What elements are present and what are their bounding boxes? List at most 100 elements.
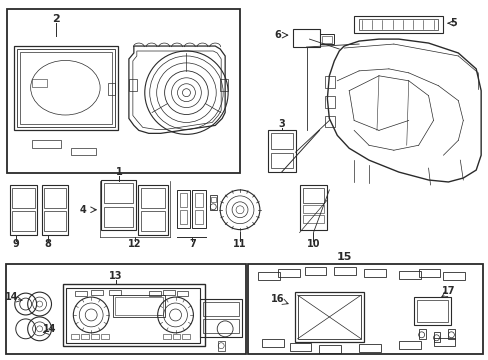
Bar	[302, 215, 324, 223]
Bar	[325, 116, 335, 127]
Bar	[101, 334, 109, 339]
Text: 14: 14	[42, 324, 56, 334]
Bar	[32, 79, 46, 87]
Bar	[75, 291, 87, 296]
Bar	[416, 300, 447, 322]
Bar	[200, 299, 242, 337]
Bar	[398, 341, 420, 349]
Bar	[6, 264, 245, 354]
Bar	[304, 267, 325, 275]
Bar	[109, 290, 121, 295]
Bar	[138, 185, 167, 235]
Bar	[43, 211, 66, 231]
Bar	[433, 332, 440, 342]
Bar	[172, 334, 180, 339]
Bar	[218, 341, 224, 351]
Bar	[211, 197, 216, 202]
Bar	[270, 133, 292, 149]
Bar	[163, 290, 174, 295]
Bar	[20, 52, 112, 125]
Bar	[358, 19, 438, 30]
Bar	[10, 185, 37, 235]
Bar	[81, 334, 89, 339]
Bar	[277, 269, 299, 277]
Bar	[322, 36, 332, 43]
Bar	[320, 34, 334, 44]
Bar	[113, 295, 164, 317]
Bar	[433, 338, 454, 346]
Bar	[41, 185, 68, 235]
Text: 11: 11	[233, 239, 246, 249]
Bar	[220, 79, 228, 91]
Bar	[141, 188, 164, 208]
Text: 6: 6	[274, 30, 281, 40]
Text: 7: 7	[189, 239, 195, 249]
Text: 12: 12	[128, 239, 142, 249]
Bar	[104, 207, 133, 227]
Bar	[325, 96, 335, 108]
Bar	[203, 302, 239, 316]
Bar	[325, 76, 335, 88]
Bar	[108, 83, 115, 95]
Bar	[141, 211, 164, 231]
Bar	[398, 271, 420, 279]
Bar	[17, 49, 115, 127]
Bar	[163, 334, 170, 339]
Bar	[443, 272, 464, 280]
Bar	[257, 272, 279, 280]
Bar	[192, 190, 206, 228]
Bar	[418, 329, 425, 339]
Bar	[267, 130, 295, 172]
Text: 2: 2	[53, 14, 60, 24]
Bar	[297, 295, 360, 339]
Bar	[179, 193, 187, 207]
Bar	[358, 344, 380, 352]
Bar	[334, 267, 355, 275]
Bar	[43, 188, 66, 208]
Text: 15: 15	[336, 252, 351, 262]
Bar	[179, 210, 187, 224]
Bar	[182, 334, 190, 339]
Bar	[364, 269, 385, 277]
Bar	[104, 183, 133, 203]
Text: 13: 13	[109, 271, 122, 281]
Bar	[210, 195, 217, 210]
Text: 14: 14	[5, 292, 19, 302]
Bar	[294, 292, 364, 342]
Bar	[353, 16, 443, 33]
Bar	[66, 288, 200, 343]
Bar	[91, 334, 99, 339]
Text: 1: 1	[115, 167, 122, 177]
Bar	[176, 291, 188, 296]
Bar	[247, 264, 482, 354]
Bar	[270, 153, 292, 168]
Bar	[176, 190, 190, 228]
Bar	[71, 148, 96, 155]
Bar	[262, 339, 283, 347]
Bar	[12, 188, 35, 208]
Bar	[91, 290, 103, 295]
Bar	[413, 297, 450, 325]
Text: 3: 3	[278, 120, 285, 130]
Bar	[12, 211, 35, 231]
Text: 17: 17	[441, 286, 454, 296]
Bar	[289, 343, 311, 351]
Bar	[101, 180, 136, 230]
Text: 9: 9	[12, 239, 19, 249]
Text: 10: 10	[306, 239, 320, 249]
Bar	[418, 269, 440, 277]
Bar	[32, 140, 61, 148]
Bar	[203, 319, 239, 333]
Bar	[195, 193, 203, 207]
Bar	[195, 210, 203, 224]
Bar	[115, 297, 163, 315]
Bar	[302, 205, 324, 213]
Bar	[7, 9, 240, 173]
Bar	[71, 334, 79, 339]
Text: 4: 4	[80, 205, 86, 215]
Bar	[148, 291, 161, 296]
Bar	[63, 284, 205, 346]
Text: 8: 8	[44, 239, 51, 249]
Bar	[14, 46, 118, 130]
Bar	[299, 185, 326, 230]
